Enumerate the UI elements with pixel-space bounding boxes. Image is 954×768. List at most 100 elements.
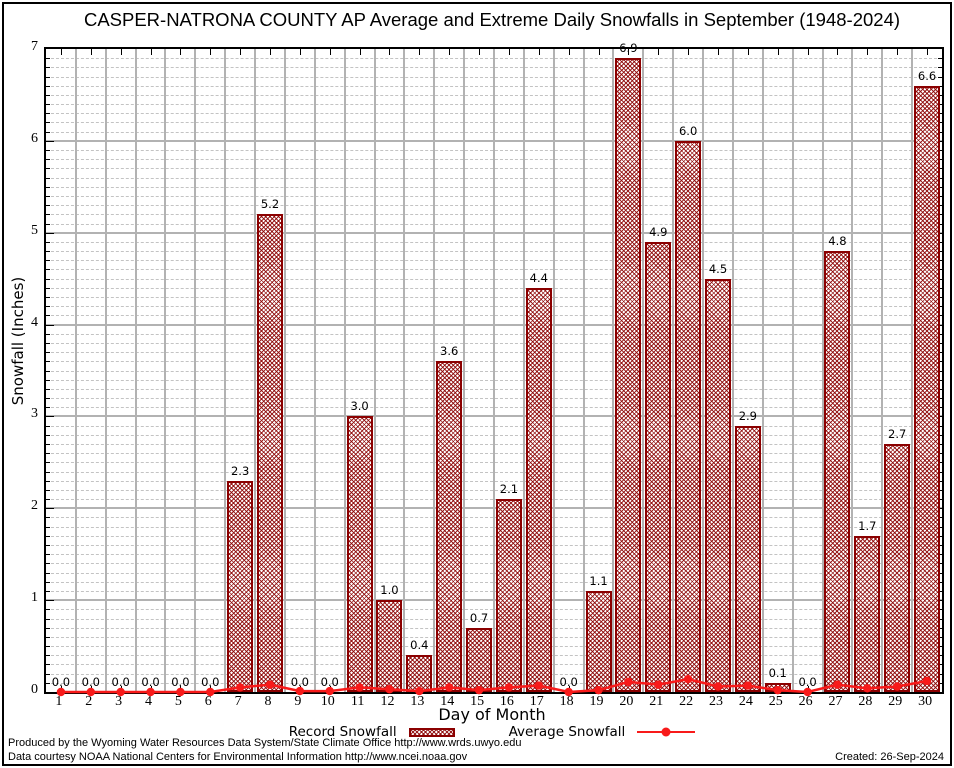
vertical-gridline xyxy=(911,49,914,692)
x-tick-label: 11 xyxy=(350,694,365,709)
bar-value-label: 1.1 xyxy=(589,573,608,588)
x-tick xyxy=(538,49,540,55)
y-tick-label: 4 xyxy=(31,314,38,330)
vertical-gridline xyxy=(582,49,585,692)
x-tick-label: 13 xyxy=(410,694,425,709)
x-tick-label: 1 xyxy=(55,694,63,709)
y-tick xyxy=(46,251,50,253)
plot-area: 0.0 0.0 0.0 0.0 0.0 0.0 2.3 5.2 0.0 0.0 3.0 1.0 0.4 3… xyxy=(44,41,944,697)
x-tick xyxy=(568,49,570,55)
record-snowfall-bar xyxy=(495,499,522,692)
bar-value-label: 0.0 xyxy=(201,675,220,689)
bar-value-label: 3.6 xyxy=(440,344,459,359)
y-tick xyxy=(46,58,50,60)
y-tick xyxy=(46,140,54,142)
y-tick-label: 2 xyxy=(31,498,38,514)
vertical-gridline xyxy=(104,49,107,692)
y-tick xyxy=(46,425,50,427)
bar-value-label: 0.0 xyxy=(559,675,578,689)
y-tick xyxy=(46,168,50,170)
bar-value-label: 4.9 xyxy=(649,224,668,239)
x-tick-label: 12 xyxy=(380,694,395,709)
x-tick xyxy=(449,49,451,55)
y-tick xyxy=(46,223,50,225)
x-tick xyxy=(508,49,510,55)
average-snowfall-polyline xyxy=(60,677,928,694)
y-tick xyxy=(46,287,50,289)
x-tick xyxy=(479,49,481,55)
x-tick-label: 16 xyxy=(499,694,514,709)
average-snowfall-marker xyxy=(654,680,663,689)
y-tick-label: 7 xyxy=(31,39,38,54)
record-snowfall-bar xyxy=(914,85,941,692)
y-tick xyxy=(46,205,50,207)
average-snowfall-marker xyxy=(206,687,215,697)
y-tick xyxy=(46,618,50,620)
legend-record-label: Record Snowfall xyxy=(288,724,397,740)
bar-value-label: 0.0 xyxy=(320,675,339,689)
y-tick-label: 5 xyxy=(31,222,38,238)
average-snowfall-marker xyxy=(683,674,693,684)
x-tick xyxy=(927,49,929,55)
average-snowfall-marker xyxy=(474,685,484,695)
average-snowfall-marker xyxy=(594,685,603,695)
x-tick-label: 28 xyxy=(858,694,873,709)
x-tick xyxy=(150,49,152,55)
bar-value-label: 0.0 xyxy=(141,675,160,689)
bar-value-label: 4.4 xyxy=(529,270,548,285)
y-tick xyxy=(46,398,50,400)
record-snowfall-bar xyxy=(675,140,702,692)
y-tick xyxy=(46,195,50,197)
y-tick xyxy=(46,489,50,491)
y-tick xyxy=(46,324,54,326)
x-tick-label: 17 xyxy=(529,694,544,709)
x-tick xyxy=(837,49,839,55)
vertical-gridline xyxy=(552,49,555,692)
x-tick-label: 20 xyxy=(619,694,634,709)
record-snowfall-bar xyxy=(436,361,463,692)
y-tick xyxy=(46,297,50,298)
bar-value-label: 6.6 xyxy=(917,68,937,83)
bar-value-label: 0.0 xyxy=(51,675,71,689)
y-tick xyxy=(46,122,50,124)
average-snowfall-marker xyxy=(146,687,155,697)
vertical-gridline xyxy=(522,49,525,692)
x-tick xyxy=(807,49,809,55)
record-snowfall-bar xyxy=(824,251,851,692)
x-axis-title: Day of Month xyxy=(438,705,546,724)
y-tick xyxy=(46,682,50,684)
y-tick xyxy=(46,554,50,556)
vertical-gridline xyxy=(821,49,824,692)
x-tick xyxy=(688,49,690,55)
vertical-gridline xyxy=(74,49,77,692)
y-tick xyxy=(938,76,942,78)
x-tick-label: 27 xyxy=(828,694,843,709)
bar-value-label: 0.7 xyxy=(469,610,489,625)
x-tick-label: 19 xyxy=(589,694,604,709)
vertical-gridline xyxy=(283,49,286,692)
x-tick-label: 29 xyxy=(888,694,903,709)
vertical-gridline xyxy=(851,49,854,692)
x-tick-label: 7 xyxy=(234,694,242,709)
y-tick-label: 0 xyxy=(31,682,38,697)
y-tick xyxy=(46,333,50,335)
y-tick xyxy=(46,67,50,69)
vertical-gridline xyxy=(881,49,884,692)
average-snowfall-marker xyxy=(624,677,633,687)
bar-value-label: 2.7 xyxy=(888,427,907,441)
bar-value-label: 0.1 xyxy=(768,665,787,680)
y-tick xyxy=(46,150,50,152)
y-tick-label: 3 xyxy=(31,406,38,422)
y-tick xyxy=(46,609,50,611)
bar-value-label: 6.0 xyxy=(678,123,698,138)
y-axis-title: Snowfall (Inches) xyxy=(9,276,27,406)
y-tick xyxy=(46,278,50,280)
average-snowfall-marker xyxy=(445,683,454,692)
x-tick-label: 30 xyxy=(918,694,933,709)
x-tick-label: 22 xyxy=(679,694,694,709)
x-tick xyxy=(270,49,271,55)
vertical-gridline xyxy=(702,49,705,692)
vertical-gridline xyxy=(761,49,764,692)
average-snowfall-marker xyxy=(713,682,723,691)
average-snowfall-marker xyxy=(235,683,245,692)
